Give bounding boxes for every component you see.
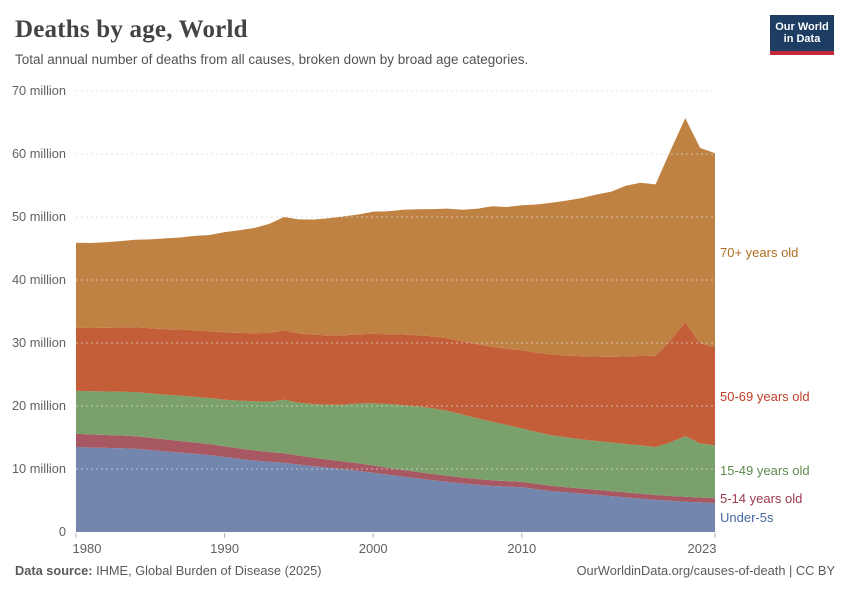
area-70-years-old[interactable] <box>76 118 715 357</box>
y-axis-label: 30 million <box>11 335 66 350</box>
data-source: Data source: IHME, Global Burden of Dise… <box>15 563 322 578</box>
data-source-label: Data source: <box>15 563 93 578</box>
series-label-under-5s: Under-5s <box>720 510 774 525</box>
owid-logo-line1: Our World <box>775 20 829 33</box>
area-50-69-years-old[interactable] <box>76 322 715 448</box>
area-15-49-years-old[interactable] <box>76 390 715 499</box>
y-axis-label: 40 million <box>11 272 66 287</box>
chart-footer: Data source: IHME, Global Burden of Dise… <box>15 563 835 578</box>
y-axis-label: 60 million <box>11 146 66 161</box>
credit-link[interactable]: OurWorldinData.org/causes-of-death | CC … <box>576 563 835 578</box>
area-under-5s[interactable] <box>76 446 715 532</box>
y-axis-label: 70 million <box>11 83 66 98</box>
series-label-5-14-years-old: 5-14 years old <box>720 491 803 506</box>
x-axis-label-1990: 1990 <box>210 541 240 556</box>
chart-subtitle: Total annual number of deaths from all c… <box>15 52 529 67</box>
x-axis-label-2010: 2010 <box>507 541 537 556</box>
owid-logo-line2: in Data <box>783 33 821 45</box>
data-source-text: IHME, Global Burden of Disease (2025) <box>92 563 322 578</box>
series-label-50-69-years-old: 50-69 years old <box>720 389 810 404</box>
series-label-15-49-years-old: 15-49 years old <box>720 463 810 478</box>
area-5-14-years-old[interactable] <box>76 433 715 503</box>
y-axis-label: 20 million <box>11 398 66 413</box>
owid-logo[interactable]: Our World in Data <box>770 15 834 55</box>
x-axis-label-2000: 2000 <box>358 541 388 556</box>
series-label-70-years-old: 70+ years old <box>720 245 799 260</box>
y-axis-label: 50 million <box>11 209 66 224</box>
y-axis-label: 10 million <box>11 461 66 476</box>
x-axis-label-1980: 1980 <box>72 541 102 556</box>
x-axis-label-2023: 2023 <box>687 541 717 556</box>
y-axis-label: 0 <box>58 524 66 539</box>
page-title: Deaths by age, World <box>15 16 248 43</box>
